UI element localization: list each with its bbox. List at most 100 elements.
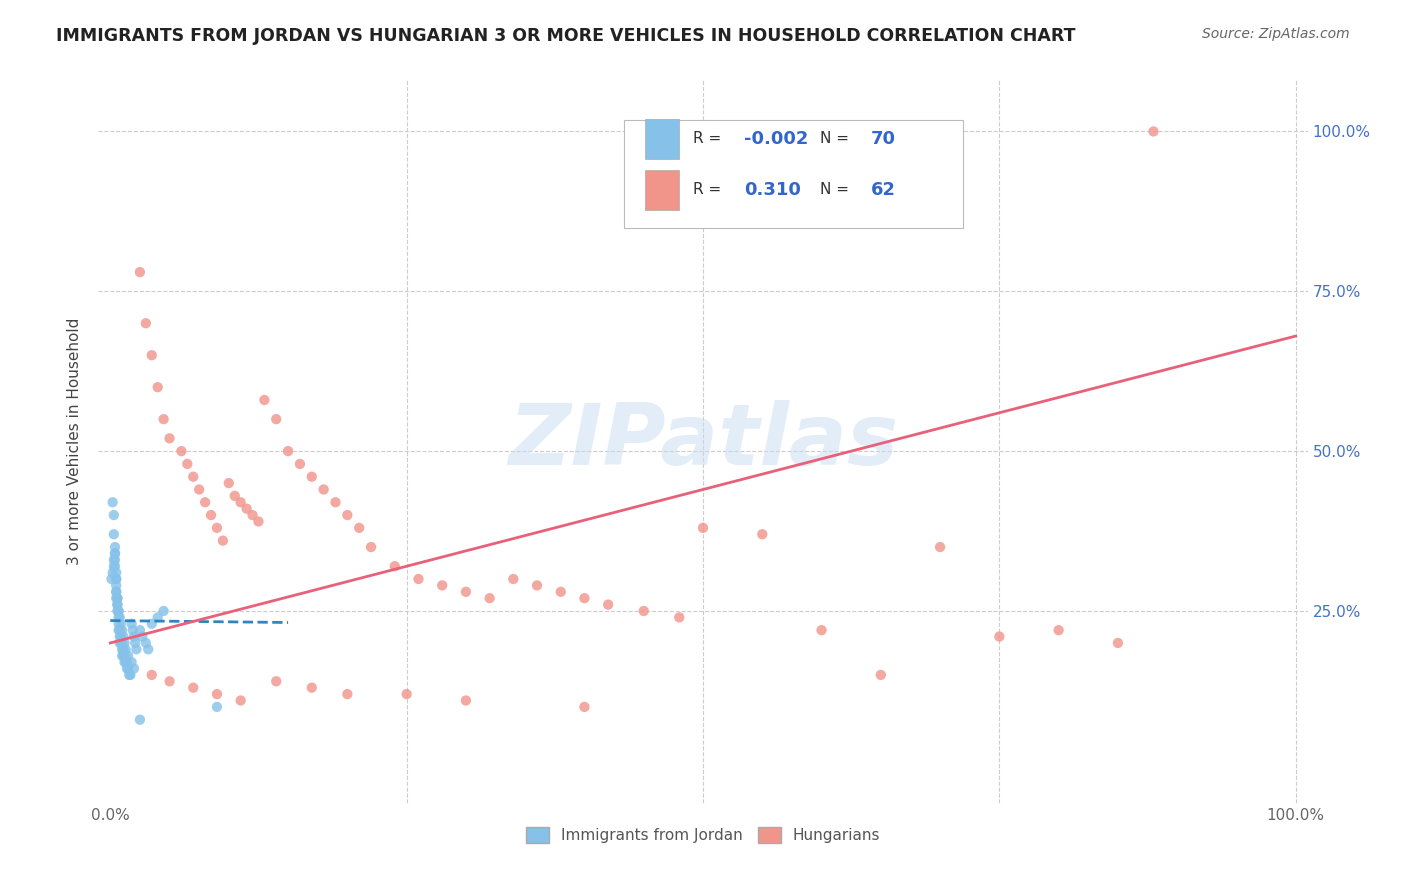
Point [120,668,142,682]
Point [110,630,132,644]
Point [181,681,204,695]
Point [502,572,524,586]
Point [152,604,174,618]
Point [454,693,477,707]
Point [110,616,132,631]
Point [115,661,138,675]
Point [336,508,359,522]
Point [105,578,128,592]
Point [108,636,131,650]
Text: N =: N = [820,182,855,197]
Y-axis label: 3 or more Vehicles in Household: 3 or more Vehicles in Household [67,318,83,566]
Legend: Immigrants from Jordan, Hungarians: Immigrants from Jordan, Hungarians [519,822,887,849]
Point [988,630,1011,644]
Point [121,655,143,669]
Point [301,681,323,695]
Point [114,655,136,669]
Point [218,476,240,491]
Point [176,457,198,471]
Point [110,636,132,650]
Point [117,648,139,663]
Point [869,668,891,682]
Point [131,630,153,644]
Point [105,572,128,586]
Point [526,578,548,592]
Point [105,591,128,606]
Point [104,546,127,560]
Point [212,533,235,548]
Point [159,674,181,689]
Point [129,713,152,727]
Point [103,553,125,567]
Point [122,661,145,675]
Point [114,655,136,669]
Text: R =: R = [693,182,731,197]
Point [188,483,211,497]
Point [146,380,169,394]
Point [253,392,276,407]
Point [574,591,596,606]
Point [105,584,128,599]
Point [929,540,952,554]
Point [105,566,128,580]
Point [101,495,124,509]
Point [264,674,287,689]
Point [105,604,128,618]
Text: 70: 70 [872,130,896,148]
Point [141,668,163,682]
Point [229,495,252,509]
Point [360,540,382,554]
Point [200,508,222,522]
Bar [645,170,679,210]
Text: -0.002: -0.002 [744,130,808,148]
FancyBboxPatch shape [624,120,963,228]
Text: R =: R = [693,131,727,146]
Point [668,610,690,624]
Point [108,623,131,637]
Point [135,636,157,650]
Point [107,623,129,637]
Point [121,623,143,637]
Point [118,668,141,682]
Point [111,648,134,663]
Point [121,616,143,631]
Point [107,604,129,618]
Point [112,648,135,663]
Point [107,604,129,618]
Point [136,642,159,657]
Point [105,591,128,606]
Point [181,469,204,483]
Point [114,636,136,650]
Point [114,648,136,663]
Point [114,642,136,657]
Point [107,616,129,631]
Point [104,546,127,560]
Text: IMMIGRANTS FROM JORDAN VS HUNGARIAN 3 OR MORE VEHICLES IN HOUSEHOLD CORRELATION : IMMIGRANTS FROM JORDAN VS HUNGARIAN 3 OR… [56,27,1076,45]
Point [395,687,418,701]
Point [235,501,257,516]
Point [129,623,152,637]
Point [347,521,370,535]
Point [288,457,311,471]
Point [146,610,169,624]
Point [112,630,135,644]
Point [105,584,128,599]
Point [325,495,347,509]
Point [104,540,127,554]
Point [170,444,193,458]
Text: 62: 62 [872,180,896,199]
Point [104,559,127,574]
Point [574,699,596,714]
Point [312,483,335,497]
Point [105,598,128,612]
Point [141,616,163,631]
Point [103,508,125,522]
Point [454,584,477,599]
Point [205,521,228,535]
Text: 0.310: 0.310 [744,180,801,199]
Point [105,591,128,606]
Point [550,584,572,599]
Point [135,316,157,330]
Point [264,412,287,426]
Point [100,572,122,586]
